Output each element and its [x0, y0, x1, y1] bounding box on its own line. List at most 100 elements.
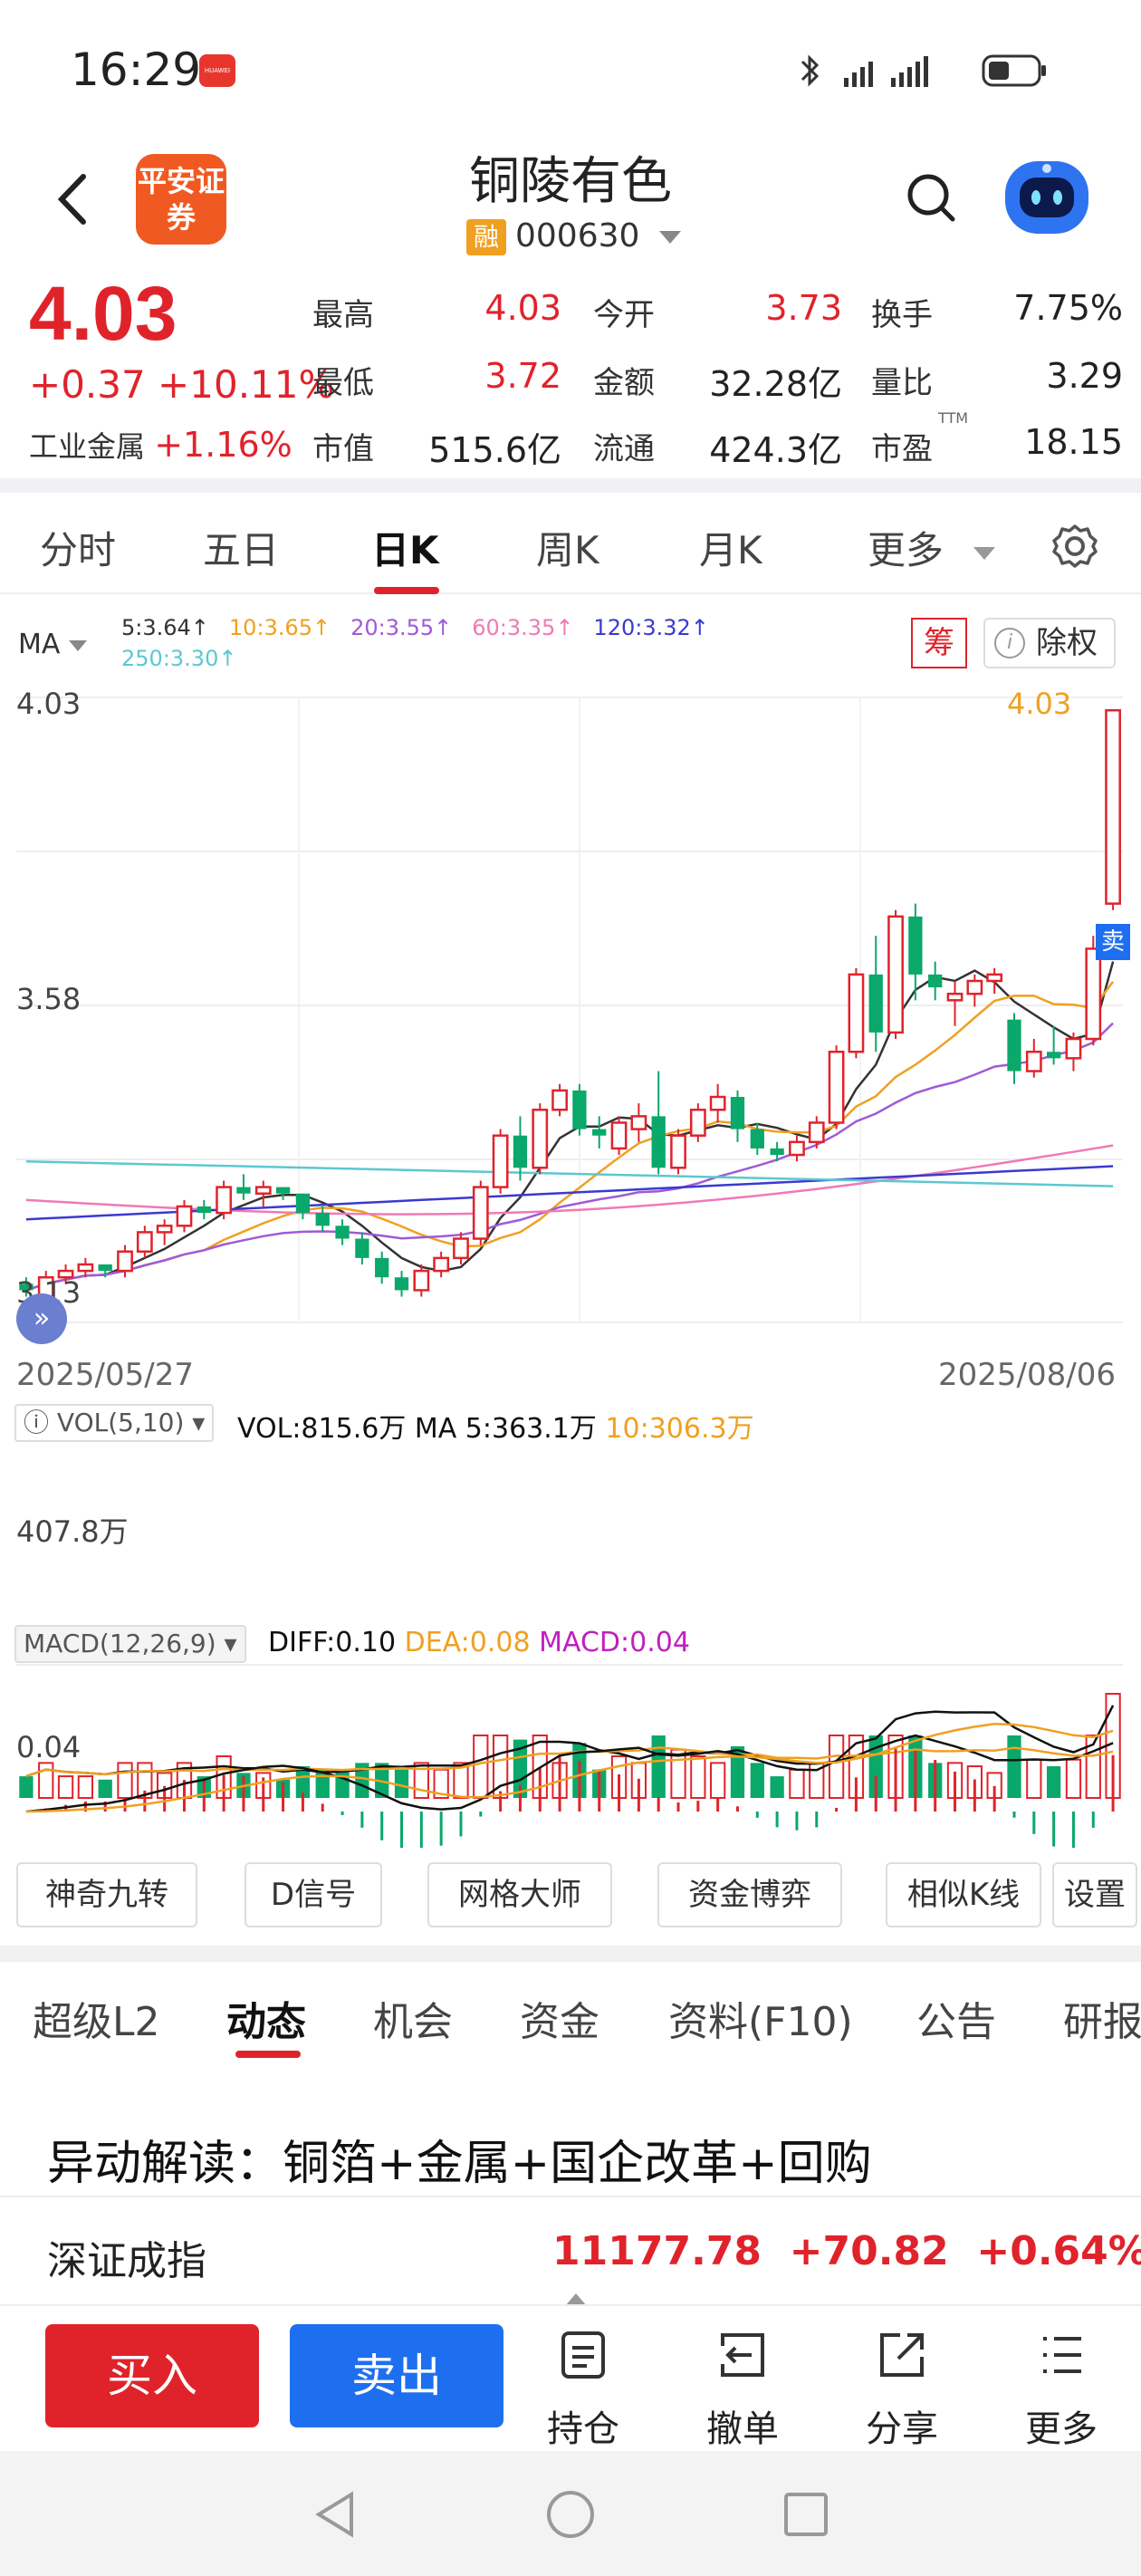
- candle: [98, 1264, 112, 1272]
- volume-bar: [1007, 1735, 1021, 1798]
- candle: [551, 1089, 568, 1111]
- macd-axis-label: 0.04: [16, 1730, 82, 1764]
- stat-label: 量比: [871, 365, 933, 401]
- buy-button[interactable]: 买入: [45, 2324, 259, 2427]
- expand-left-icon[interactable]: »: [16, 1293, 67, 1344]
- nav-recent-icon: [784, 2493, 828, 2536]
- candle: [275, 1187, 291, 1194]
- battery-icon: [982, 54, 1046, 87]
- stat-label: 最高: [312, 297, 374, 333]
- tab-more[interactable]: 更多: [868, 520, 996, 575]
- sell-button[interactable]: 卖出: [290, 2324, 503, 2427]
- news-headline[interactable]: 异动解读：铜箔+金属+国企改革+回购: [47, 2137, 872, 2191]
- candle: [730, 1097, 745, 1129]
- candle: [176, 1205, 193, 1227]
- volume-bar: [710, 1762, 726, 1799]
- search-icon[interactable]: [906, 172, 956, 223]
- tool-settings[interactable]: 设置: [1052, 1862, 1137, 1927]
- volume-bar: [335, 1769, 350, 1798]
- bottom-tab-indicator: [235, 2051, 301, 2058]
- tool-fund-game[interactable]: 资金博弈: [657, 1862, 842, 1927]
- volume-bar: [117, 1762, 133, 1799]
- candle: [216, 1186, 233, 1215]
- kline-chart[interactable]: [0, 598, 1141, 1848]
- y-axis-max: 4.03: [16, 687, 82, 721]
- tab-dynamics[interactable]: 动态: [226, 1999, 306, 2045]
- tab-more-label: 更多: [868, 528, 944, 572]
- ma20-value: 20:3.55↑: [350, 615, 453, 640]
- stat-value: 7.75%: [1013, 288, 1123, 328]
- stock-code-selector[interactable]: 融 000630: [466, 217, 681, 259]
- candle: [453, 1237, 469, 1260]
- tab-research[interactable]: 研报: [1063, 1999, 1141, 2045]
- ma-selector[interactable]: MA: [18, 629, 87, 660]
- system-nav-bar: [0, 2451, 1141, 2576]
- ma250-value: 250:3.30↑: [121, 646, 237, 671]
- tab-five-day[interactable]: 五日: [203, 528, 280, 572]
- macd-indicator-selector[interactable]: MACD(12,26,9) ▾: [14, 1625, 246, 1663]
- volume-bar: [789, 1768, 805, 1799]
- volume-bar: [730, 1745, 745, 1798]
- gear-icon[interactable]: [1052, 524, 1098, 572]
- index-name[interactable]: 深证成指: [47, 2238, 206, 2284]
- candle: [750, 1129, 764, 1149]
- candle: [572, 1090, 587, 1129]
- volume-bar: [355, 1763, 369, 1798]
- stat-value: 424.3亿: [709, 430, 842, 470]
- vol-indicator-selector[interactable]: ⓘ VOL(5,10) ▾: [14, 1404, 215, 1442]
- margin-badge: 融: [466, 219, 506, 255]
- status-time: 16:29: [71, 43, 202, 96]
- more-button[interactable]: 更多: [1007, 2328, 1116, 2452]
- sector-name: 工业金属: [29, 429, 146, 464]
- tool-magic-nine[interactable]: 神奇九转: [16, 1862, 197, 1927]
- tool-d-signal[interactable]: D信号: [244, 1862, 382, 1927]
- candle: [136, 1231, 153, 1254]
- candle: [630, 1115, 647, 1130]
- assistant-robot-icon[interactable]: [1005, 161, 1088, 234]
- tab-f10[interactable]: 资料(F10): [668, 1999, 853, 2045]
- candle: [77, 1263, 94, 1273]
- date-end: 2025/08/06: [938, 1357, 1116, 1393]
- bluetooth-icon: [801, 54, 820, 87]
- candle: [1046, 1052, 1061, 1059]
- y-axis-mid: 3.58: [16, 982, 82, 1016]
- macd-diff: DIFF:0.10: [268, 1627, 397, 1658]
- ma120-value: 120:3.32↑: [593, 615, 709, 640]
- nav-back-icon: [315, 2491, 353, 2538]
- tab-daily-k[interactable]: 日K: [371, 528, 439, 572]
- sell-signal-tag[interactable]: 卖: [1096, 924, 1130, 960]
- tab-super-l2[interactable]: 超级L2: [33, 1999, 160, 2045]
- stat-label: 最低: [312, 365, 374, 401]
- tab-opportunity[interactable]: 机会: [373, 1999, 453, 2045]
- volume-bar: [1026, 1758, 1042, 1800]
- stat-label: 金额: [593, 365, 655, 401]
- tab-intraday[interactable]: 分时: [40, 528, 117, 572]
- back-icon[interactable]: [45, 168, 100, 231]
- candle: [908, 916, 923, 975]
- share-button[interactable]: 分享: [848, 2328, 956, 2452]
- candle: [808, 1121, 825, 1144]
- tab-funds[interactable]: 资金: [520, 1999, 599, 2045]
- sector-info[interactable]: 工业金属 +1.16%: [29, 424, 292, 466]
- stock-title: 铜陵有色: [469, 152, 672, 211]
- tab-weekly-k[interactable]: 周K: [536, 528, 599, 572]
- index-values: 11177.78 +70.82 +0.64%: [552, 2228, 1141, 2321]
- divider: [0, 478, 1141, 493]
- ex-rights-label: 除权: [1036, 625, 1098, 661]
- macd-dea-line: [25, 1723, 1114, 1813]
- ttm-sup: TTM: [938, 409, 969, 427]
- candle: [1105, 708, 1121, 905]
- tool-similar-kline[interactable]: 相似K线: [886, 1862, 1041, 1927]
- tab-announcements[interactable]: 公告: [916, 1999, 996, 2045]
- ex-rights-button[interactable]: i 除权: [983, 618, 1116, 668]
- status-bar: 16:29 HUAWEI: [0, 0, 1141, 136]
- tool-grid-master[interactable]: 网格大师: [427, 1862, 612, 1927]
- candle: [1007, 1019, 1021, 1072]
- cancel-order-button[interactable]: 撤单: [688, 2328, 797, 2452]
- nav-home-icon: [547, 2491, 594, 2538]
- chip-distribution-button[interactable]: 筹: [911, 618, 967, 668]
- ma10-value: 10:3.65↑: [228, 615, 331, 640]
- position-button[interactable]: 持仓: [529, 2328, 638, 2452]
- vol-ma10-line: [25, 1746, 1114, 1778]
- tab-monthly-k[interactable]: 月K: [699, 528, 762, 572]
